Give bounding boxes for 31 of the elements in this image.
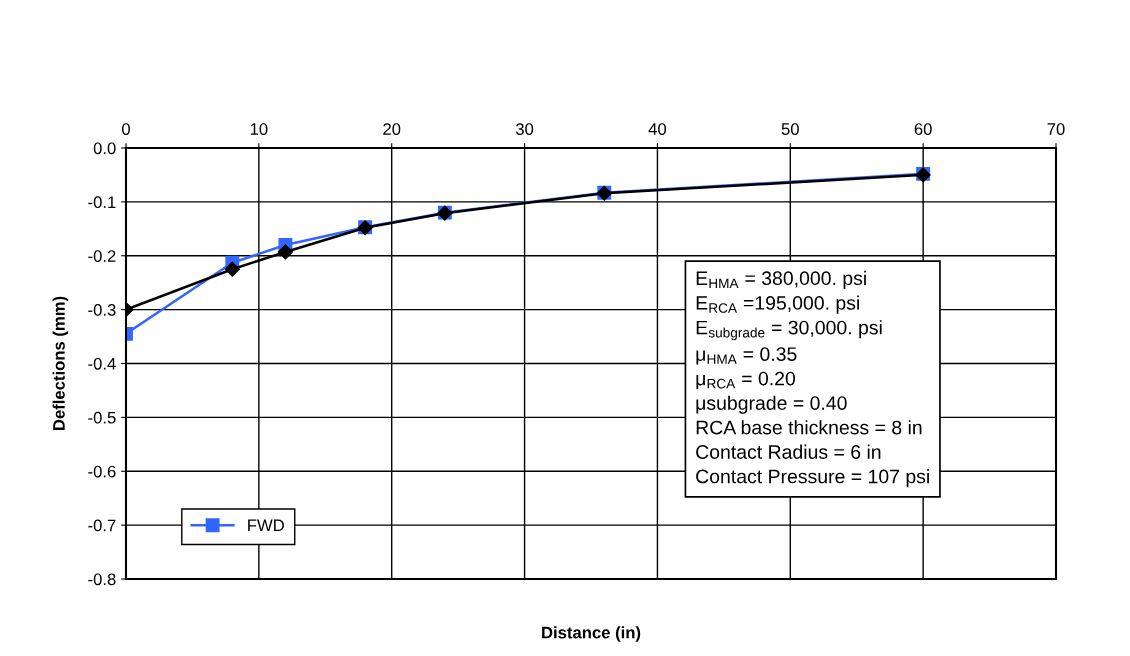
annotation: E$_{HMA}$ = 380,000. psi — [696, 270, 866, 289]
y-tick-label: -0.8 — [88, 573, 116, 586]
annotation: μsubgrade = 0.40 — [696, 395, 847, 414]
annotation: RCA base thickness = 8 in — [696, 420, 922, 435]
x-tick-label: 10 — [250, 123, 268, 135]
annotation: μ$_{HMA}$ = 0.35 — [696, 347, 797, 365]
x-tick-label: 30 — [515, 123, 534, 135]
annotation: E$_{subgrade}$ = 30,000. psi — [696, 320, 882, 341]
y-tick-label: -0.7 — [88, 519, 116, 532]
x-axis-title: Distance (in) — [542, 626, 641, 642]
y-tick-label: -0.4 — [88, 357, 116, 370]
y-axis-title: Deflections (mm) — [52, 296, 69, 430]
annotation: Contact Radius = 6 in — [696, 444, 881, 459]
y-tick-label: 0.0 — [93, 142, 116, 155]
point — [224, 261, 240, 277]
x-tick-label: 40 — [648, 123, 667, 135]
x-tick-label: 50 — [781, 123, 799, 135]
y-tick-label: -0.5 — [88, 411, 116, 424]
point — [277, 244, 293, 260]
y-tick-label: -0.1 — [88, 196, 116, 209]
legend-label: FWD — [248, 519, 284, 532]
annotation: μ$_{RCA}$ = 0.20 — [696, 371, 796, 389]
annotation: E$_{RCA}$ =195,000. psi — [696, 295, 859, 314]
x-tick-label: 20 — [383, 123, 401, 135]
y-tick-label: -0.6 — [88, 465, 116, 478]
annotation: Contact Pressure = 107 psi — [696, 469, 929, 488]
y-tick-label: -0.2 — [88, 250, 116, 262]
x-tick-label: 70 — [1047, 123, 1065, 135]
y-tick-label: -0.3 — [88, 304, 116, 316]
x-tick-label: 60 — [914, 123, 932, 135]
x-tick-label: 0 — [122, 123, 130, 135]
